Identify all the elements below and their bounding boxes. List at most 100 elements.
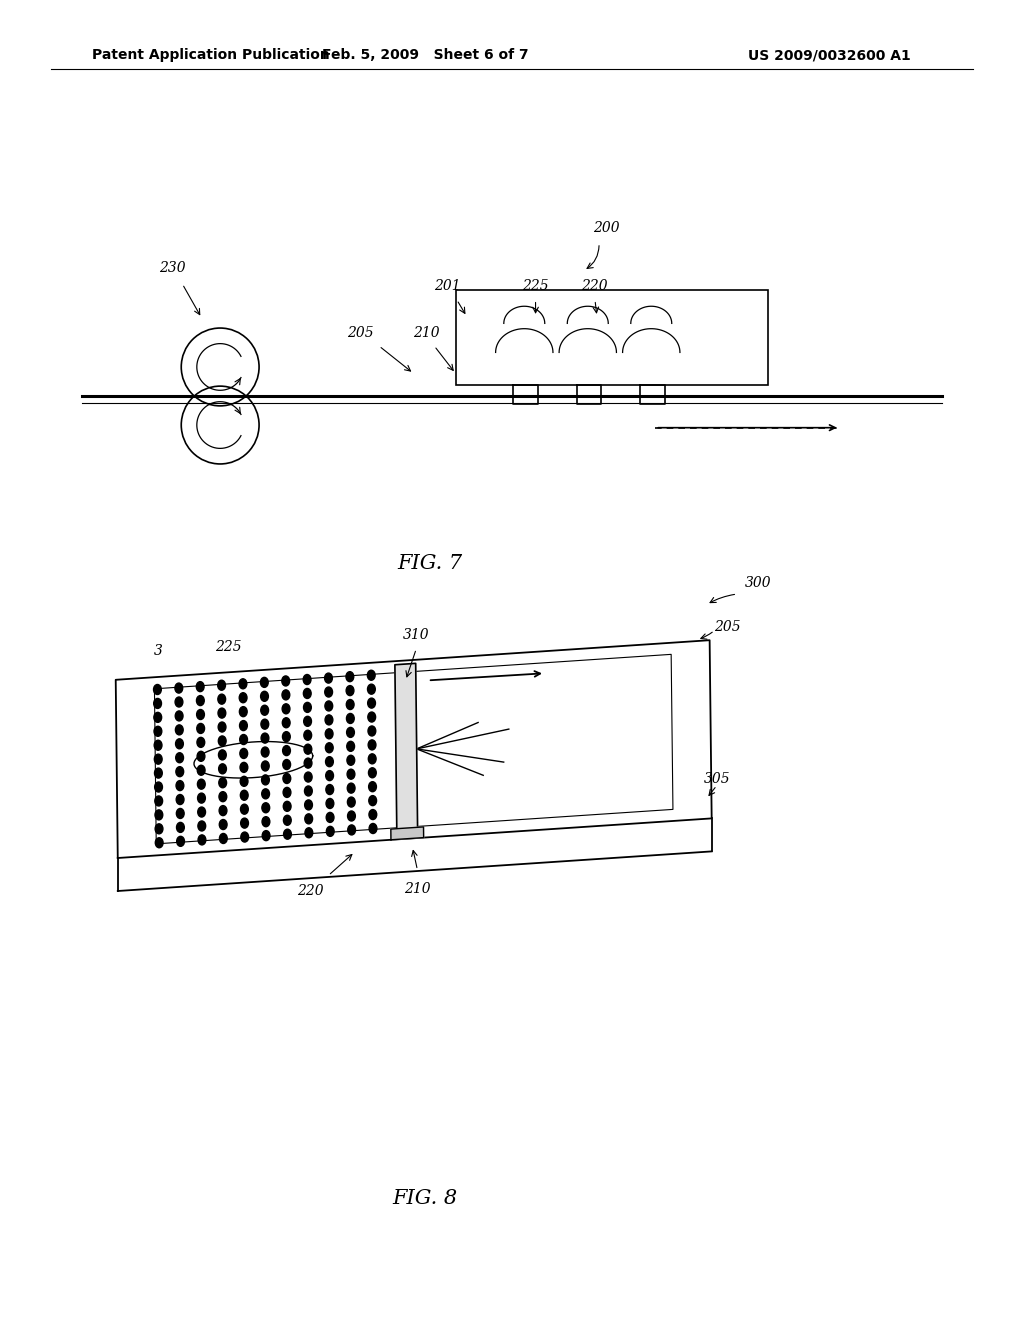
Circle shape: [368, 671, 375, 680]
Circle shape: [240, 693, 247, 702]
Circle shape: [154, 726, 162, 737]
Text: 3: 3: [154, 644, 163, 659]
Circle shape: [283, 718, 290, 727]
Circle shape: [155, 810, 163, 820]
Circle shape: [369, 781, 377, 792]
Circle shape: [369, 809, 377, 820]
Circle shape: [176, 767, 183, 776]
Circle shape: [219, 805, 227, 816]
Circle shape: [325, 686, 333, 697]
Text: 220: 220: [581, 280, 607, 293]
Circle shape: [305, 814, 312, 824]
Text: Feb. 5, 2009   Sheet 6 of 7: Feb. 5, 2009 Sheet 6 of 7: [322, 49, 528, 62]
Circle shape: [305, 800, 312, 810]
Text: Patent Application Publication: Patent Application Publication: [92, 49, 330, 62]
Circle shape: [219, 833, 227, 843]
Circle shape: [326, 756, 334, 767]
Circle shape: [369, 754, 376, 764]
Text: 201: 201: [434, 280, 461, 293]
Circle shape: [368, 711, 376, 722]
Circle shape: [303, 675, 311, 685]
Circle shape: [284, 816, 291, 825]
Circle shape: [155, 754, 162, 764]
Circle shape: [326, 743, 333, 752]
Circle shape: [198, 793, 206, 803]
Text: 230: 230: [159, 261, 185, 275]
Circle shape: [177, 837, 184, 846]
Circle shape: [197, 751, 205, 762]
Circle shape: [346, 727, 354, 738]
Text: 210: 210: [404, 882, 431, 896]
Circle shape: [327, 826, 334, 837]
Circle shape: [261, 760, 269, 771]
Circle shape: [304, 785, 312, 796]
Circle shape: [197, 709, 205, 719]
Circle shape: [197, 723, 205, 734]
Circle shape: [262, 817, 270, 826]
Circle shape: [303, 702, 311, 713]
Circle shape: [240, 706, 247, 717]
Circle shape: [218, 722, 226, 733]
Text: 205: 205: [347, 326, 374, 339]
Circle shape: [239, 678, 247, 689]
Circle shape: [283, 788, 291, 797]
Circle shape: [369, 796, 377, 805]
Circle shape: [283, 759, 291, 770]
Circle shape: [155, 796, 163, 807]
Circle shape: [303, 689, 311, 698]
Text: 225: 225: [215, 640, 242, 655]
Circle shape: [241, 832, 249, 842]
Circle shape: [154, 685, 162, 694]
Circle shape: [304, 744, 311, 754]
Circle shape: [176, 780, 184, 791]
Text: FIG. 7: FIG. 7: [397, 554, 463, 573]
Circle shape: [156, 824, 163, 834]
Circle shape: [154, 713, 162, 722]
Circle shape: [282, 690, 290, 700]
Circle shape: [369, 741, 376, 750]
Circle shape: [369, 768, 376, 777]
Circle shape: [156, 838, 163, 847]
Polygon shape: [395, 664, 418, 836]
Circle shape: [155, 781, 163, 792]
Circle shape: [282, 676, 290, 686]
Circle shape: [262, 830, 270, 841]
Circle shape: [175, 739, 183, 748]
Circle shape: [368, 698, 376, 708]
Text: FIG. 8: FIG. 8: [392, 1189, 458, 1208]
Circle shape: [175, 697, 183, 708]
Circle shape: [326, 784, 334, 795]
Circle shape: [348, 825, 355, 836]
Circle shape: [305, 828, 312, 838]
Circle shape: [155, 768, 162, 777]
Circle shape: [325, 701, 333, 711]
Circle shape: [325, 715, 333, 725]
Circle shape: [241, 791, 248, 800]
Circle shape: [198, 821, 206, 832]
Circle shape: [369, 824, 377, 833]
Circle shape: [241, 776, 248, 787]
Circle shape: [219, 777, 226, 788]
Text: 305: 305: [703, 772, 730, 785]
Circle shape: [241, 818, 249, 828]
Text: 205: 205: [715, 619, 741, 634]
Circle shape: [283, 704, 290, 714]
Circle shape: [283, 774, 291, 784]
Circle shape: [304, 758, 312, 768]
Circle shape: [240, 763, 248, 772]
Circle shape: [197, 681, 204, 692]
Polygon shape: [391, 826, 424, 840]
Circle shape: [368, 684, 375, 694]
Circle shape: [241, 804, 248, 814]
Circle shape: [218, 750, 226, 760]
Circle shape: [347, 742, 354, 751]
Circle shape: [240, 721, 248, 730]
Circle shape: [304, 730, 311, 741]
Circle shape: [261, 705, 268, 715]
Circle shape: [218, 737, 226, 746]
Circle shape: [219, 792, 226, 801]
Circle shape: [347, 810, 355, 821]
Circle shape: [261, 747, 269, 758]
Circle shape: [219, 764, 226, 774]
Circle shape: [197, 696, 204, 706]
